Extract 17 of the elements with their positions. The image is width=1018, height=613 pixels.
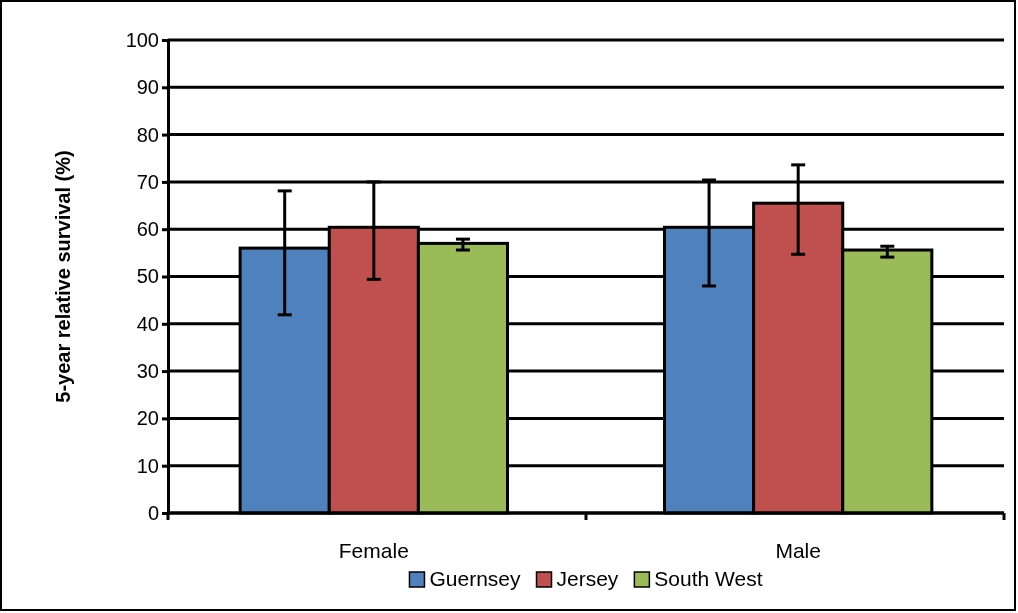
y-tick-label: 30 xyxy=(136,360,159,382)
y-tick-label: 80 xyxy=(136,123,159,146)
y-tick-label: 40 xyxy=(136,312,159,335)
y-axis-title: 5-year relative survival (%) xyxy=(52,150,74,403)
y-tick-label: 0 xyxy=(147,501,159,524)
y-tick-label: 60 xyxy=(136,218,159,241)
y-tick-label: 70 xyxy=(136,170,159,193)
y-tick-label: 50 xyxy=(136,265,159,288)
legend-label: Jersey xyxy=(556,567,619,590)
y-tick-label: 100 xyxy=(125,28,159,51)
y-tick-label: 20 xyxy=(136,407,159,430)
y-tick-label: 10 xyxy=(136,454,159,477)
legend-label: Guernsey xyxy=(429,567,522,590)
y-tick-label: 90 xyxy=(136,76,159,99)
x-tick-label: Female xyxy=(338,539,409,562)
x-tick-label: Male xyxy=(775,539,821,562)
legend-label: South West xyxy=(654,567,763,590)
